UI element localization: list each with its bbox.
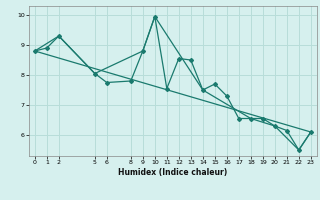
X-axis label: Humidex (Indice chaleur): Humidex (Indice chaleur)	[118, 168, 228, 177]
